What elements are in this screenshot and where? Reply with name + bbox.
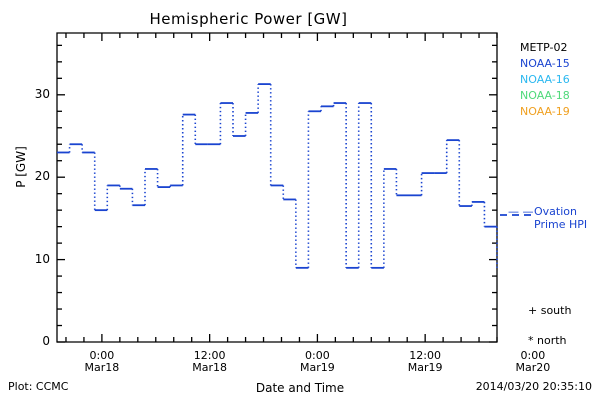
x-axis-label: Date and Time bbox=[255, 381, 345, 395]
marker-symbol-south: + bbox=[528, 304, 541, 317]
y-tick-label: 0 bbox=[42, 334, 50, 348]
x-tick-time: 12:00 bbox=[409, 349, 441, 362]
y-tick-label: 20 bbox=[34, 169, 50, 184]
marker-label-south: south bbox=[540, 304, 572, 317]
marker-symbol-north: * bbox=[528, 334, 537, 347]
y-axis-ticks bbox=[57, 44, 497, 343]
x-tick-label: 0:00 Mar19 bbox=[277, 350, 357, 374]
axis-frame bbox=[56, 32, 498, 343]
x-tick-label: 0:00 Mar18 bbox=[62, 350, 142, 374]
x-tick-date: Mar19 bbox=[300, 361, 335, 374]
x-tick-time: 0:00 bbox=[520, 349, 546, 362]
x-tick-label: 12:00 Mar19 bbox=[385, 350, 465, 374]
chart-title: Hemispheric Power [GW] bbox=[149, 10, 348, 28]
legend-entry-noaa-19: NOAA-19 bbox=[520, 105, 570, 118]
x-tick-label: 12:00 Mar18 bbox=[170, 350, 250, 374]
x-tick-time: 0:00 bbox=[89, 349, 115, 362]
y-tick-label: 10 bbox=[34, 251, 50, 266]
x-axis-ticks bbox=[65, 33, 498, 342]
legend-entry-metp-02: METP-02 bbox=[520, 41, 568, 54]
ovation-label-line1: Ovation bbox=[534, 205, 577, 218]
footer-plot-source: Plot: CCMC bbox=[8, 380, 69, 393]
x-tick-date: Mar20 bbox=[515, 361, 551, 374]
marker-legend-south: + south bbox=[528, 296, 571, 326]
y-tick-label: 30 bbox=[34, 86, 50, 101]
x-tick-time: 12:00 bbox=[193, 349, 226, 362]
x-tick-date: Mar19 bbox=[407, 361, 443, 374]
legend-entry-noaa-18: NOAA-18 bbox=[520, 89, 570, 102]
x-tick-label: 0:00 Mar20 bbox=[493, 350, 573, 374]
marker-label-north: north bbox=[537, 334, 567, 347]
legend-entry-noaa-16: NOAA-16 bbox=[520, 73, 570, 86]
footer-timestamp: 2014/03/20 20:35:10 bbox=[475, 380, 592, 393]
x-tick-date: Mar18 bbox=[192, 361, 228, 374]
hemisphere-marker-legend: + south * north bbox=[528, 296, 571, 356]
marker-legend-north: * north bbox=[528, 326, 571, 356]
ovation-label-line2: Prime HPI bbox=[534, 218, 588, 231]
x-tick-time: 0:00 bbox=[305, 349, 330, 362]
ovation-legend-entry: — —Ovation Prime HPI bbox=[508, 205, 587, 231]
x-tick-date: Mar18 bbox=[84, 361, 120, 374]
ovation-line-sample: — — bbox=[508, 205, 534, 218]
ovation-prime-hpi-series bbox=[57, 83, 498, 269]
legend-entry-noaa-15: NOAA-15 bbox=[520, 57, 570, 70]
satellite-legend: METP-02 NOAA-15 NOAA-16 NOAA-18 NOAA-19 bbox=[520, 40, 570, 120]
y-axis-label: P [GW] bbox=[14, 146, 28, 188]
